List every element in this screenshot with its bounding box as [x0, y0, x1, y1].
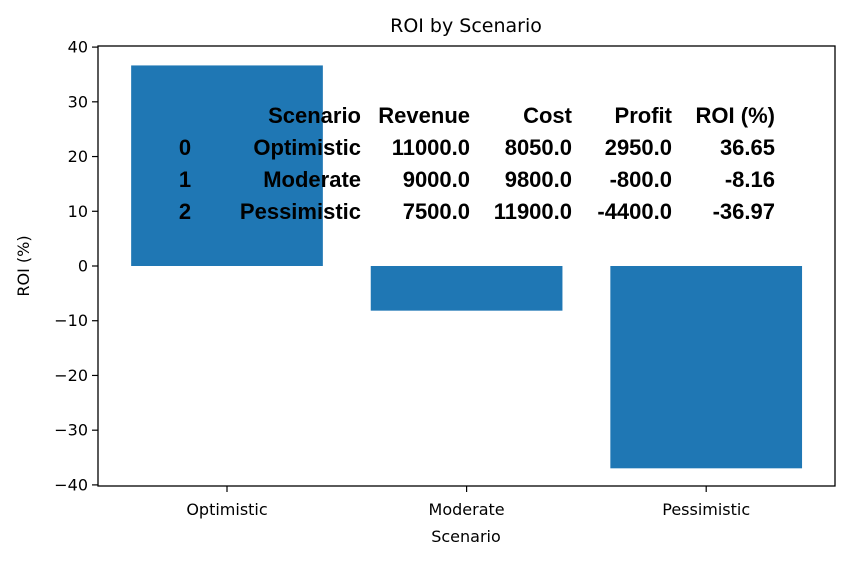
- table-row-index: 0: [179, 135, 191, 160]
- table-cell: -36.97: [713, 199, 775, 224]
- table-cell: 36.65: [720, 135, 775, 160]
- table-cell: -4400.0: [597, 199, 672, 224]
- x-tick-label: Moderate: [429, 500, 505, 519]
- table-cell: Moderate: [263, 167, 361, 192]
- y-tick-label: 40: [68, 38, 88, 57]
- y-tick-label: 10: [68, 202, 88, 221]
- y-axis-title: ROI (%): [14, 235, 33, 296]
- y-axis: 40 30 20 10 0 −10 −20 −30 −40: [54, 38, 98, 494]
- table-cell: -8.16: [725, 167, 775, 192]
- y-tick-label: 30: [68, 92, 88, 111]
- x-tick-label: Pessimistic: [662, 500, 750, 519]
- chart-title: ROI by Scenario: [390, 15, 542, 37]
- x-tick-label: Optimistic: [186, 500, 267, 519]
- bars-layer: [131, 65, 803, 469]
- table-header-cell: Revenue: [378, 103, 470, 128]
- bar-optimistic: [131, 65, 323, 267]
- table-header-cell: Profit: [615, 103, 673, 128]
- x-axis-title: Scenario: [431, 527, 501, 546]
- table-row-index: 1: [179, 167, 191, 192]
- bar-pessimistic: [610, 266, 803, 469]
- x-axis: Optimistic Moderate Pessimistic: [186, 486, 750, 519]
- y-tick-label: −10: [54, 311, 88, 330]
- y-tick-label: −30: [54, 421, 88, 440]
- table-cell: 2950.0: [605, 135, 672, 160]
- data-table-overlay: Scenario Revenue Cost Profit ROI (%) 0 Optimis…: [179, 103, 775, 224]
- table-cell: -800.0: [610, 167, 672, 192]
- table-cell: 11900.0: [494, 199, 572, 224]
- y-tick-label: 20: [68, 147, 88, 166]
- table-cell: 8050.0: [505, 135, 572, 160]
- table-cell: 9800.0: [505, 167, 572, 192]
- table-cell: 11000.0: [392, 135, 470, 160]
- table-cell: 7500.0: [403, 199, 470, 224]
- table-header-cell: ROI (%): [696, 103, 775, 128]
- table-cell: Optimistic: [253, 135, 361, 160]
- table-cell: 9000.0: [403, 167, 470, 192]
- y-tick-label: 0: [78, 257, 88, 276]
- bar-moderate: [370, 266, 563, 311]
- table-header-cell: Scenario: [268, 103, 361, 128]
- y-tick-label: −20: [54, 366, 88, 385]
- table-cell: Pessimistic: [240, 199, 361, 224]
- table-row-index: 2: [179, 199, 191, 224]
- y-tick-label: −40: [54, 475, 88, 494]
- table-header-cell: Cost: [523, 103, 573, 128]
